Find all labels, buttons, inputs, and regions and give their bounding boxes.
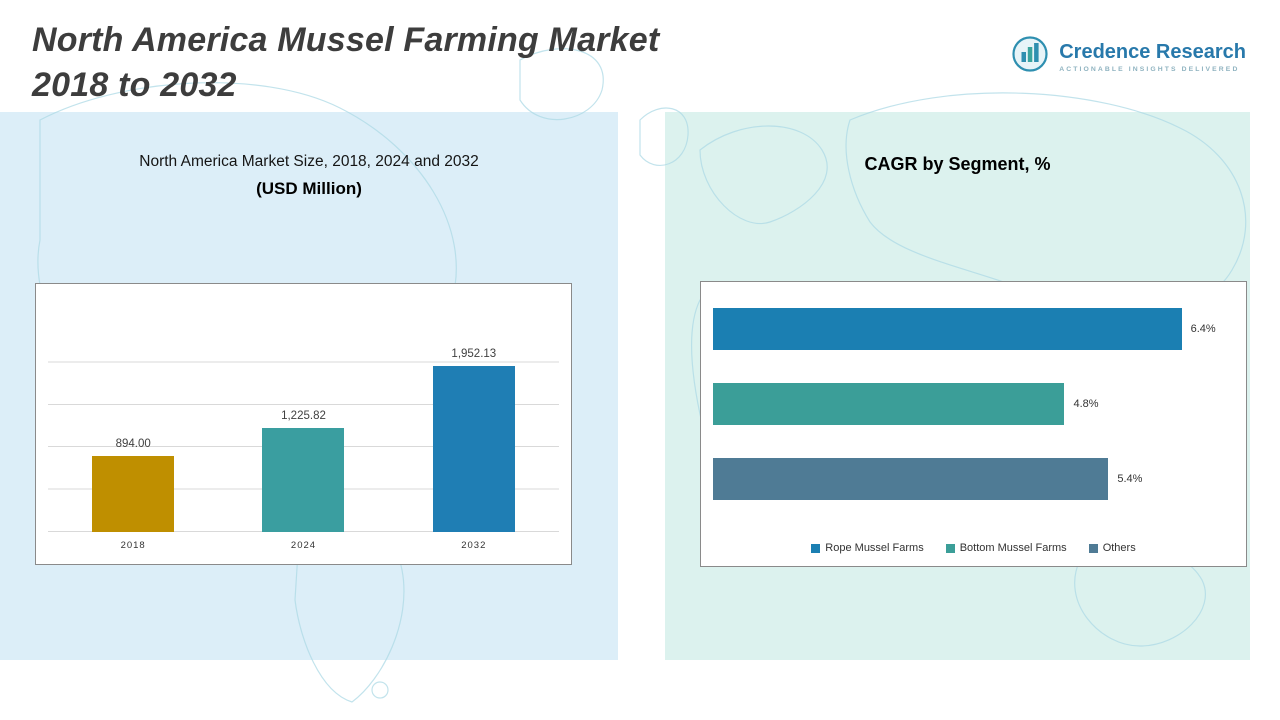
page-title: North America Mussel Farming Market 2018… — [32, 18, 659, 108]
logo-tagline: Actionable Insights Delivered — [1059, 65, 1240, 73]
bar-2032 — [432, 366, 515, 532]
legend-marker — [945, 543, 955, 553]
bar-value-label: 894.00 — [115, 438, 151, 451]
legend-item-bottom-mussel-farms: Bottom Mussel Farms — [945, 542, 1067, 554]
legend-label: Rope Mussel Farms — [825, 542, 924, 554]
legend-label: Bottom Mussel Farms — [959, 542, 1067, 554]
cagr-chart: 6.4% 4.8% 5.4% Rope Mussel Farms Bottom Mus… — [700, 281, 1247, 567]
cagr-value-label: 6.4% — [1190, 323, 1216, 335]
vbar-group-2032: 1,952.13 2032 — [432, 320, 515, 551]
cagr-bar-rope-mussel-farms — [713, 308, 1182, 350]
legend-item-rope-mussel-farms: Rope Mussel Farms — [811, 542, 924, 554]
bar-2018 — [92, 456, 175, 532]
category-label: 2018 — [120, 540, 146, 551]
cagr-bar-others — [713, 458, 1109, 500]
cagr-title: CAGR by Segment, % — [864, 154, 1051, 174]
cagr-plot: 6.4% 4.8% 5.4% — [713, 308, 1236, 533]
market-size-chart: 894.00 2018 1,225.82 2024 1,952.13 2032 — [35, 283, 572, 565]
market-size-plot: 894.00 2018 1,225.82 2024 1,952.13 2032 — [48, 320, 559, 551]
market-size-unit: (USD Million) — [256, 179, 362, 198]
vbar-group-2018: 894.00 2018 — [92, 320, 175, 551]
bar-chart-logo-icon — [1010, 34, 1050, 79]
market-size-panel-content: North America Market Size, 2018, 2024 an… — [0, 112, 618, 660]
cagr-value-label: 5.4% — [1117, 473, 1143, 485]
category-label: 2024 — [290, 540, 317, 551]
cagr-value-label: 4.8% — [1073, 398, 1099, 410]
cagr-row-others: 5.4% — [713, 458, 1236, 500]
cagr-row-bottom-mussel-farms: 4.8% — [713, 383, 1236, 425]
page-header: North America Mussel Farming Market 2018… — [32, 18, 659, 108]
cagr-bar-bottom-mussel-farms — [713, 383, 1065, 425]
vbar-group-2024: 1,225.82 2024 — [262, 320, 345, 551]
page-title-line2: 2018 to 2032 — [32, 66, 237, 104]
bar-value-label: 1,225.82 — [281, 410, 326, 423]
market-size-subtitle: North America Market Size, 2018, 2024 an… — [139, 153, 479, 170]
cagr-panel-content: CAGR by Segment, % 6.4% 4.8% 5.4% Rope Mus… — [665, 112, 1250, 660]
cagr-legend: Rope Mussel Farms Bottom Mussel Farms Othe… — [701, 542, 1246, 554]
legend-marker — [811, 543, 821, 553]
credence-research-logo: Credence Research Actionable Insights De… — [1010, 34, 1246, 79]
logo-name: Credence Research — [1059, 40, 1246, 63]
legend-item-others: Others — [1088, 542, 1136, 554]
page-title-line1: North America Mussel Farming Market — [32, 21, 660, 59]
cagr-row-rope-mussel-farms: 6.4% — [713, 308, 1236, 350]
bar-2024 — [262, 428, 345, 532]
category-label: 2032 — [461, 540, 487, 551]
legend-marker — [1088, 543, 1098, 553]
legend-label: Others — [1102, 542, 1136, 554]
bar-value-label: 1,952.13 — [451, 348, 497, 361]
market-size-heading: North America Market Size, 2018, 2024 an… — [0, 153, 618, 199]
logo-text: Credence Research Actionable Insights De… — [1059, 41, 1246, 73]
